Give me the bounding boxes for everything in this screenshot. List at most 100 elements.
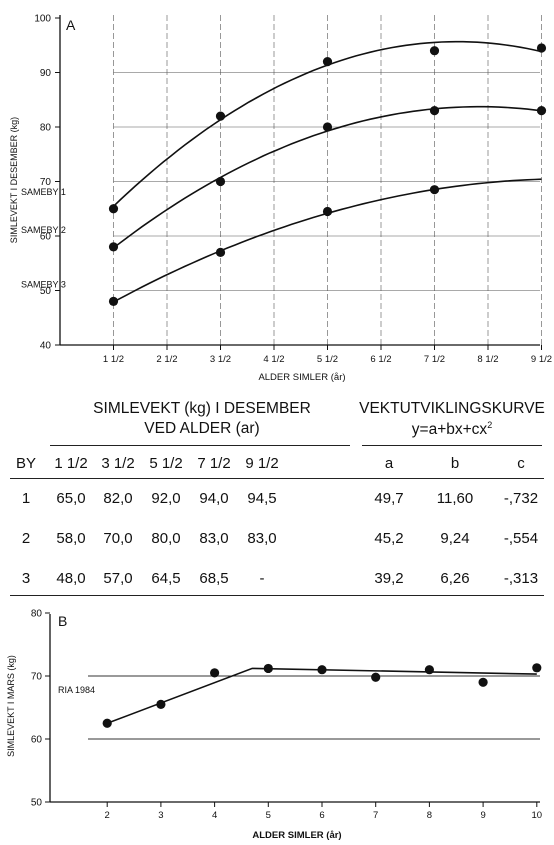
x-tick-label: 10 [532, 810, 543, 821]
table-cell: -,554 [503, 530, 539, 547]
data-point [478, 677, 488, 687]
table-cell: 6,26 [440, 570, 470, 587]
y-tick-label: 80 [31, 609, 43, 620]
y-tick-label: 50 [31, 798, 43, 809]
table-cell: 2 [21, 530, 31, 547]
y-axis-title: SIMLEVEKT I MARS (kg) [6, 655, 16, 757]
data-point [371, 672, 381, 682]
y-tick-label: 60 [40, 232, 52, 243]
table-cell: 48,0 [56, 570, 86, 587]
data-point [210, 668, 220, 678]
data-point [215, 176, 226, 187]
table-header-cell: 5 1/2 [149, 455, 183, 472]
table-formula: y=a+bx+cx2 [411, 420, 493, 439]
x-tick-label: 5 1/2 [317, 354, 338, 365]
x-tick-label: 7 1/2 [424, 354, 445, 365]
table-cell: 49,7 [374, 490, 404, 507]
data-point [263, 663, 273, 674]
y-tick-label: 70 [40, 177, 52, 188]
table-cell: 68,5 [199, 570, 229, 587]
x-axis-title: ALDER SIMLER (år) [258, 372, 345, 383]
y-tick-label: 80 [40, 123, 52, 134]
x-tick-label: 6 [319, 810, 324, 821]
table-group1-title: SIMLEVEKT (kg) I DESEMBER [93, 400, 311, 417]
y-tick-label: 70 [31, 672, 43, 683]
table-cell: 45,2 [374, 530, 404, 547]
data-point [215, 247, 226, 257]
table-header-cell: b [450, 455, 460, 472]
data-point [102, 718, 112, 728]
table-header-cell: 3 1/2 [101, 455, 135, 472]
x-tick-label: 9 [480, 810, 485, 821]
chart-a: 40 50 60 70 80 90 100 1 1/2 2 1/2 3 1/2 4 1/2 5 1/2… [9, 14, 552, 384]
table-cell: 65,0 [56, 490, 86, 507]
data-point [317, 665, 327, 675]
y-tick-label: 100 [34, 14, 51, 25]
x-tick-label: 1 1/2 [103, 354, 124, 365]
data-point [536, 43, 547, 53]
table-cell: 94,5 [247, 490, 277, 507]
x-axis-title: ALDER SIMLER (år) [252, 830, 341, 841]
data-point [156, 699, 166, 709]
table-group2-title: VEKTUTVIKLINGSKURVE [359, 400, 545, 417]
table-cell: 70,0 [103, 530, 133, 547]
series-label-3: SAMEBY 3 [21, 279, 66, 289]
series-label-1: SAMEBY 1 [21, 187, 66, 197]
table-header-cell: 1 1/2 [54, 455, 88, 472]
data-point [536, 106, 547, 116]
table-cell: -,732 [503, 490, 539, 507]
data-point [429, 46, 440, 56]
table-cell: 9,24 [440, 530, 470, 547]
table-cell: 39,2 [374, 570, 404, 587]
table-header-cell: BY [15, 455, 37, 472]
table-cell: 80,0 [151, 530, 181, 547]
header-rule [10, 478, 544, 479]
x-tick-label: 2 [105, 810, 110, 821]
bottom-rule [10, 595, 544, 596]
data-point [429, 185, 440, 195]
table-cell: 3 [21, 570, 31, 587]
y-tick-label: 40 [40, 341, 52, 352]
table-header-cell: a [384, 455, 394, 472]
x-tick-label: 4 [212, 810, 217, 821]
fit-line [106, 667, 537, 725]
table-cell: 1 [21, 490, 31, 507]
x-tick-label: 3 [158, 810, 163, 821]
x-tick-label: 6 1/2 [370, 354, 391, 365]
x-tick-label: 9 1/2 [531, 354, 552, 365]
y-tick-label: 50 [40, 286, 52, 297]
table-cell: - [259, 570, 265, 587]
series-label-2: SAMEBY 2 [21, 225, 66, 235]
data-point [429, 106, 440, 116]
group1-rule [50, 445, 350, 446]
data-point [322, 57, 333, 67]
data-point [108, 296, 119, 306]
data-point [215, 111, 226, 121]
data-point [322, 122, 333, 132]
table-group1-subtitle: VED ALDER (ar) [144, 420, 260, 437]
x-tick-label: 5 [266, 810, 271, 821]
data-point [322, 206, 333, 217]
data-point [424, 665, 434, 675]
chart-b: 50 60 70 80 2 3 4 5 6 7 8 9 10 ALDER SIMLER (år) SIMLE… [6, 609, 543, 842]
x-tick-label: 4 1/2 [263, 354, 284, 365]
table-cell: 11,60 [436, 490, 474, 507]
table-cell: 83,0 [247, 530, 277, 547]
x-tick-label: 7 [373, 810, 378, 821]
table-cell: 94,0 [199, 490, 229, 507]
table-cell: 64,5 [151, 570, 181, 587]
x-tick-label: 3 1/2 [210, 354, 231, 365]
panel-label-a: A [66, 17, 76, 33]
table-cell: 58,0 [56, 530, 86, 547]
x-tick-label: 8 1/2 [477, 354, 498, 365]
series-label: RIA 1984 [58, 685, 95, 695]
y-tick-label: 60 [31, 735, 43, 746]
table-cell: 57,0 [103, 570, 133, 587]
data-point [532, 663, 542, 673]
table-header-cell: 7 1/2 [197, 455, 231, 472]
group2-rule [362, 445, 542, 446]
table-header-cell: c [517, 455, 525, 472]
table-header-cell: 9 1/2 [245, 455, 279, 472]
x-tick-label: 8 [427, 810, 432, 821]
y-tick-label: 90 [40, 68, 52, 79]
